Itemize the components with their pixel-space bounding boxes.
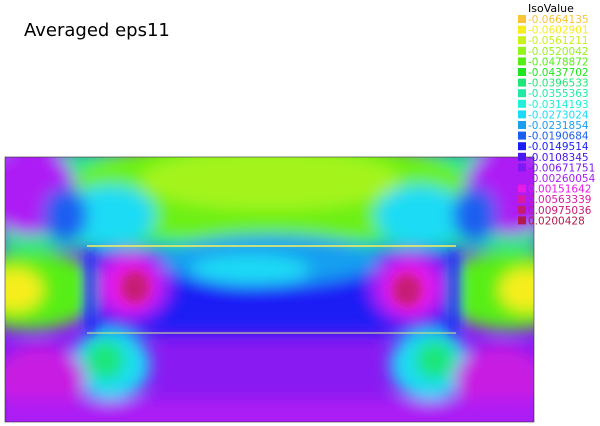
legend-swatch <box>518 131 526 140</box>
legend-label: -0.0355363 <box>528 88 589 100</box>
field-top-yellowgreen <box>140 157 400 210</box>
legend-title: IsoValue <box>528 2 574 15</box>
legend-swatch <box>518 15 526 23</box>
legend-label: -0.0149514 <box>528 141 589 153</box>
legend-label: -0.0561211 <box>528 35 589 47</box>
legend-swatch <box>518 121 526 129</box>
legend-label: 0.0200428 <box>528 215 585 227</box>
field-right-core <box>393 274 421 306</box>
legend-swatch <box>518 89 526 98</box>
legend-swatch <box>518 142 526 151</box>
legend-swatch <box>518 25 526 34</box>
legend-label: -0.0520042 <box>528 46 589 58</box>
legend-swatch <box>518 174 526 182</box>
legend-swatch <box>518 184 526 193</box>
legend-label: 0.00975036 <box>528 205 592 217</box>
field-core-cyan <box>190 255 310 285</box>
field-bottom-band <box>5 400 534 422</box>
legend-swatch <box>518 110 526 119</box>
field-right-edge-wall <box>450 252 458 332</box>
field-mid-left-green <box>5 250 100 330</box>
legend-swatch <box>518 57 526 66</box>
legend-label: -0.0190684 <box>528 131 589 143</box>
field-low-right-green <box>415 340 455 380</box>
legend-label: -0.0664135 <box>528 14 589 26</box>
legend: -0.0664135-0.0602901-0.0561211-0.0520042… <box>518 14 596 227</box>
field-top-left-cyan <box>65 185 155 245</box>
field-low-right-magenta <box>455 345 534 415</box>
legend-label: -0.0602901 <box>528 25 589 37</box>
field-mid-left-yellow <box>5 268 43 312</box>
field-left-lobe-blue <box>43 187 87 243</box>
domain-border <box>4 156 535 423</box>
field-low-left-green <box>85 340 125 380</box>
field-low-left-magenta <box>5 345 85 415</box>
legend-label: -0.0108345 <box>528 152 589 164</box>
field-top-right-cyan <box>375 185 465 245</box>
legend-swatch <box>518 152 526 161</box>
field-left-edge-wall <box>86 252 94 332</box>
field-left-core <box>121 271 149 303</box>
legend-label: 0.00563339 <box>528 194 591 206</box>
legend-swatch <box>518 163 526 172</box>
legend-swatch <box>518 78 526 87</box>
legend-swatch <box>518 68 526 76</box>
legend-label: -0.00671751 <box>528 162 595 174</box>
legend-swatch <box>518 36 526 45</box>
field-right-lobe-blue <box>453 187 497 243</box>
legend-label: -0.0396533 <box>528 78 589 90</box>
chart-title: Averaged eps11 <box>24 20 170 41</box>
legend-swatch <box>518 216 526 225</box>
legend-label: 0.00151642 <box>528 184 591 196</box>
field-mid-right-green <box>440 250 534 330</box>
field-mid-right-yellow <box>499 268 534 312</box>
legend-label: -0.0478872 <box>528 56 589 68</box>
legend-label: -0.00260054 <box>528 173 596 185</box>
legend-label: -0.0437702 <box>528 67 589 79</box>
legend-label: -0.0314193 <box>528 99 589 111</box>
legend-swatch <box>518 99 526 108</box>
legend-swatch <box>518 205 526 214</box>
legend-swatch <box>518 195 526 204</box>
legend-label: -0.0273024 <box>528 109 589 121</box>
legend-swatch <box>518 46 526 55</box>
legend-label: -0.0231854 <box>528 120 589 132</box>
